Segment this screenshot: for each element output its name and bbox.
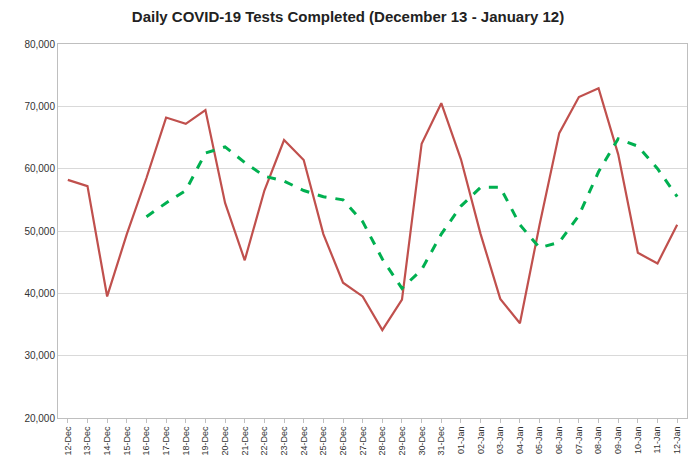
svg-text:16-Dec: 16-Dec: [141, 426, 151, 456]
svg-text:13-Dec: 13-Dec: [82, 426, 92, 456]
svg-text:24-Dec: 24-Dec: [299, 426, 309, 456]
svg-text:25-Dec: 25-Dec: [318, 426, 328, 456]
svg-text:09-Jan: 09-Jan: [613, 427, 623, 455]
svg-text:12-Dec: 12-Dec: [63, 426, 73, 456]
svg-text:22-Dec: 22-Dec: [259, 426, 269, 456]
svg-text:05-Jan: 05-Jan: [535, 427, 545, 455]
svg-text:04-Jan: 04-Jan: [515, 427, 525, 455]
svg-text:28-Dec: 28-Dec: [377, 426, 387, 456]
svg-text:06-Jan: 06-Jan: [554, 427, 564, 455]
svg-text:80,000: 80,000: [24, 39, 55, 50]
svg-text:02-Jan: 02-Jan: [476, 427, 486, 455]
svg-text:17-Dec: 17-Dec: [161, 426, 171, 456]
svg-text:14-Dec: 14-Dec: [102, 426, 112, 456]
svg-text:20-Dec: 20-Dec: [220, 426, 230, 456]
svg-text:07-Jan: 07-Jan: [574, 427, 584, 455]
svg-text:03-Jan: 03-Jan: [495, 427, 505, 455]
svg-text:11-Jan: 11-Jan: [652, 427, 662, 454]
svg-text:70,000: 70,000: [24, 101, 55, 112]
svg-text:50,000: 50,000: [24, 226, 55, 237]
svg-text:26-Dec: 26-Dec: [338, 426, 348, 456]
svg-text:30-Dec: 30-Dec: [417, 426, 427, 456]
svg-text:01-Jan: 01-Jan: [456, 427, 466, 455]
svg-text:15-Dec: 15-Dec: [122, 426, 132, 456]
svg-text:19-Dec: 19-Dec: [200, 426, 210, 456]
svg-text:29-Dec: 29-Dec: [397, 426, 407, 456]
svg-text:18-Dec: 18-Dec: [181, 426, 191, 456]
svg-text:10-Jan: 10-Jan: [633, 427, 643, 455]
svg-text:31-Dec: 31-Dec: [436, 426, 446, 456]
svg-text:60,000: 60,000: [24, 163, 55, 174]
svg-text:27-Dec: 27-Dec: [358, 426, 368, 456]
svg-text:20,000: 20,000: [24, 413, 55, 424]
svg-text:23-Dec: 23-Dec: [279, 426, 289, 456]
svg-text:30,000: 30,000: [24, 350, 55, 361]
svg-text:40,000: 40,000: [24, 288, 55, 299]
svg-text:21-Dec: 21-Dec: [240, 426, 250, 456]
svg-text:12-Jan: 12-Jan: [672, 427, 682, 455]
svg-text:08-Jan: 08-Jan: [593, 427, 603, 455]
svg-text:Daily COVID-19 Tests Completed: Daily COVID-19 Tests Completed (December…: [132, 8, 564, 25]
